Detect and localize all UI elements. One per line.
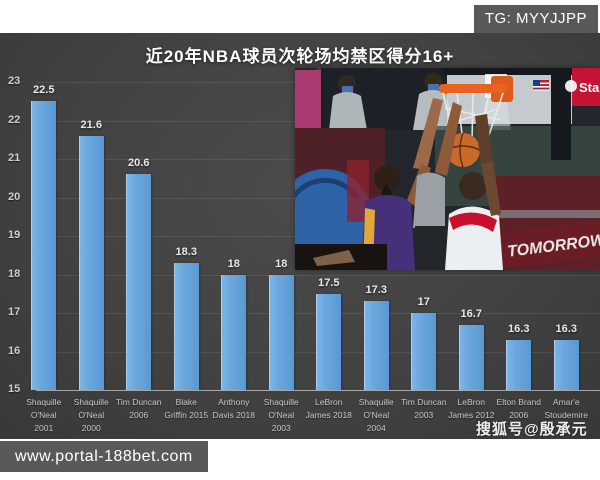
y-axis-tick-label: 18 <box>8 267 21 280</box>
x-axis-line <box>36 390 600 391</box>
y-axis-tick-label: 20 <box>8 190 21 203</box>
chart-title: 近20年NBA球员次轮场均禁区得分16+ <box>145 47 455 66</box>
flag-field <box>533 80 549 91</box>
flag-canton <box>533 80 540 86</box>
bar-value-label: 21.6 <box>80 118 102 131</box>
bar-value-label: 17.5 <box>318 276 340 289</box>
y-axis-tick-label: 19 <box>8 229 21 241</box>
tg-badge: TG: MYYJJPP <box>473 5 598 33</box>
x-axis-label: LeBron James 2018 <box>305 397 352 421</box>
x-axis-label: Tim Duncan 2006 <box>115 397 162 421</box>
bar-value-label: 22.5 <box>33 84 55 97</box>
referee-pants <box>415 226 445 270</box>
bar <box>31 101 57 390</box>
x-axis-label: Tim Duncan 2003 <box>400 397 447 421</box>
backboard-frame-side <box>551 68 571 160</box>
bar-value-label: 16.7 <box>460 307 482 320</box>
bar <box>268 274 294 390</box>
bar-value-label: 20.6 <box>128 157 150 170</box>
y-axis-tick-label: 23 <box>8 75 21 87</box>
bar-value-label: 16.3 <box>555 322 577 335</box>
x-axis-label: Shaquille O'Neal 2000 <box>73 397 109 434</box>
arena-glow <box>295 70 321 128</box>
x-axis-label: Anthony Davis 2018 <box>212 397 256 421</box>
ad-text: Sta <box>579 80 600 95</box>
x-axis-label: Elton Brand 2006 <box>496 397 541 421</box>
flag-icon <box>533 80 549 91</box>
flag-stripe <box>533 86 549 88</box>
face-mask-icon <box>342 86 353 93</box>
bar-value-label: 17.3 <box>365 284 387 297</box>
bar <box>363 301 389 390</box>
hoop-rim <box>439 84 507 93</box>
bar <box>458 324 484 390</box>
player-arm <box>481 160 501 216</box>
banner-band <box>497 220 600 269</box>
jersey-red-trim <box>449 212 497 232</box>
ad-band: Sta <box>565 68 600 106</box>
player-beard <box>381 184 393 198</box>
y-axis-tick-label: 15 <box>8 383 21 395</box>
sohu-watermark: 搜狐号@殷承元 <box>476 421 588 438</box>
bar <box>506 339 532 390</box>
y-axis-tick-label: 21 <box>8 152 21 164</box>
referee-shirt <box>413 172 445 228</box>
wall-red-panel <box>347 160 369 222</box>
ad-logo-dot <box>565 80 577 92</box>
bar-value-label: 17 <box>417 296 430 308</box>
bar <box>173 262 199 390</box>
bar <box>411 313 437 390</box>
backboard-frame-top <box>443 68 576 75</box>
players <box>361 98 503 270</box>
bar <box>221 274 247 390</box>
floor-detail <box>313 250 355 266</box>
url-watermark: www.portal-188bet.com <box>0 441 208 472</box>
gridline <box>36 274 600 276</box>
arena-rail <box>487 210 600 218</box>
x-axis-label: Blake Griffin 2015 <box>164 397 209 421</box>
x-axis-label: Shaquille O'Neal 2003 <box>263 397 299 434</box>
bar-value-label: 18.3 <box>175 245 197 258</box>
x-axis-label: Shaquille O'Neal 2001 <box>26 397 62 434</box>
raised-arm <box>413 98 443 170</box>
chart-panel: 近20年NBA球员次轮场均禁区得分16+ 15 16 17 18 19 20 21 22 23 2… <box>0 33 600 439</box>
x-axis-label: LeBron James 2012 <box>448 397 495 421</box>
bar <box>553 339 579 390</box>
tomorrow-banner: TOMORROW <box>497 220 600 269</box>
bar <box>316 293 342 390</box>
player-head <box>459 172 487 200</box>
x-axis-label: Amar'e Stoudemire <box>544 397 588 421</box>
flag-stripe <box>533 82 549 85</box>
y-axis-tick-label: 16 <box>8 344 21 357</box>
y-axis-tick-label: 17 <box>8 306 21 318</box>
bar-value-label: 18 <box>275 257 288 270</box>
raised-arm <box>435 102 462 176</box>
ball <box>446 133 480 167</box>
bar-value-label: 16.3 <box>508 322 530 335</box>
player-arm <box>475 114 493 164</box>
game-photo: TOMORROW Sta <box>295 68 600 270</box>
bar <box>126 174 152 390</box>
bar <box>78 135 104 390</box>
spectator-shirt <box>329 92 367 130</box>
x-axis-label: Shaquille O'Neal 2004 <box>358 397 394 434</box>
y-axis-tick-label: 22 <box>8 113 21 126</box>
bar-value-label: 18 <box>227 257 240 270</box>
face-mask-icon <box>428 84 439 91</box>
player-head <box>374 165 400 191</box>
flag-stripe <box>533 89 549 91</box>
basketball-icon <box>445 132 481 168</box>
